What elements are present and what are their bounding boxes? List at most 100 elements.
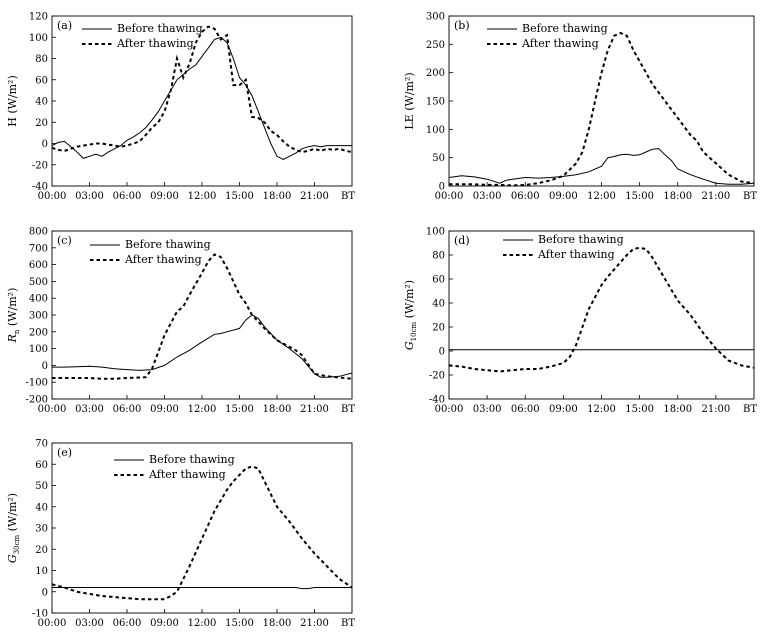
y-tick-label: 40: [432, 299, 445, 310]
chart-panel-5: -10 0 10 20 30 40 50 60 70 00:00 03:00 06:00 09:00 12…: [6, 439, 355, 630]
x-tick-label: 09:00: [150, 404, 179, 415]
y-tick-label: 0: [439, 347, 445, 358]
y-tick-label: -40: [429, 395, 445, 406]
x-tick-label: 21:00: [300, 618, 329, 629]
panel-label: (b): [454, 19, 470, 32]
x-tick-label: 09:00: [150, 618, 179, 629]
x-tick-label: 03:00: [75, 404, 104, 415]
y-tick-label: 800: [29, 227, 48, 238]
legend-label: After thawing: [148, 468, 226, 481]
x-tick-label: 12:00: [587, 404, 616, 415]
x-tick-label: 09:00: [549, 404, 578, 415]
x-tick-label: 21:00: [701, 404, 730, 415]
series-line-after-thawing: [52, 253, 353, 380]
y-tick-label: 0: [42, 361, 48, 372]
legend-label: Before thawing: [538, 233, 624, 246]
y-tick-label: 0: [42, 587, 48, 598]
series-line-before-thawing: [52, 587, 352, 590]
y-tick-label: -40: [32, 182, 48, 193]
chart-panel-4: -40 -20 0 20 40 60 80 100 00:00 03:00 06:00 09:00 12…: [403, 227, 757, 416]
y-tick-label: 10: [35, 566, 48, 577]
panel-label: (d): [454, 234, 470, 247]
series-line-after-thawing: [51, 25, 353, 154]
panel-label: (a): [57, 19, 72, 32]
y-tick-label: 100: [426, 227, 445, 238]
legend-label: After thawing: [116, 37, 194, 50]
panel-label: (e): [57, 446, 72, 459]
y-tick-label: 20: [35, 545, 48, 556]
x-unit-label: BT: [743, 404, 757, 415]
y-tick-label: 250: [426, 40, 445, 51]
x-tick-label: 21:00: [300, 191, 329, 202]
legend-label: After thawing: [521, 37, 599, 50]
x-tick-label: 18:00: [663, 191, 692, 202]
y-tick-label: -20: [429, 371, 445, 382]
legend-label: After thawing: [124, 253, 202, 266]
y-tick-label: -100: [26, 378, 48, 389]
x-tick-label: 15:00: [625, 191, 654, 202]
x-tick-label: 18:00: [263, 404, 292, 415]
y-tick-label: 20: [35, 118, 48, 129]
x-tick-label: 18:00: [663, 404, 692, 415]
x-tick-label: 21:00: [300, 404, 329, 415]
y-axis-label: LE (W/m²): [403, 72, 416, 129]
x-tick-label: 03:00: [75, 618, 104, 629]
y-tick-label: -200: [26, 395, 48, 406]
y-tick-label: 300: [29, 311, 48, 322]
y-tick-label: 50: [35, 481, 48, 492]
x-tick-label: 12:00: [587, 191, 616, 202]
legend-label: Before thawing: [117, 22, 203, 35]
y-tick-label: 300: [426, 12, 445, 23]
legend-label: Before thawing: [522, 22, 608, 35]
x-tick-label: 00:00: [38, 618, 67, 629]
y-tick-label: 700: [29, 243, 48, 254]
plot-frame: [51, 230, 353, 400]
series-line-after-thawing: [51, 465, 353, 601]
series-line-before-thawing: [448, 148, 755, 185]
series-line-before-thawing: [51, 36, 352, 160]
y-tick-label: 30: [35, 524, 48, 535]
x-tick-label: 09:00: [549, 191, 578, 202]
y-tick-label: -10: [32, 609, 48, 620]
series-line-after-thawing: [449, 31, 755, 187]
x-unit-label: BT: [341, 404, 355, 415]
x-tick-label: 00:00: [435, 191, 464, 202]
y-tick-label: 20: [432, 323, 445, 334]
y-axis-label: G10cm (W/m²): [403, 280, 418, 350]
x-tick-label: 15:00: [225, 404, 254, 415]
chart-panel-1: -40 -20 0 20 40 60 80 100 120 00:00 03:00 06:00 09:0…: [6, 12, 355, 203]
x-tick-label: 15:00: [625, 404, 654, 415]
plot-frame: [448, 15, 755, 187]
y-tick-label: 60: [432, 275, 445, 286]
y-tick-label: 200: [426, 68, 445, 79]
x-unit-label: BT: [341, 191, 355, 202]
y-tick-label: 100: [29, 33, 48, 44]
chart-panel-2: 0 50 100 150 200 250 300 00:00 03:00 06:00 09:00 12…: [403, 12, 757, 203]
y-tick-label: 100: [29, 344, 48, 355]
x-tick-label: 21:00: [701, 191, 730, 202]
y-tick-label: 400: [29, 294, 48, 305]
y-tick-label: 80: [432, 251, 445, 262]
panel-label: (c): [57, 234, 72, 247]
y-axis-label: G30cm (W/m²): [6, 493, 21, 563]
y-tick-label: 60: [35, 75, 48, 86]
x-tick-label: 00:00: [38, 404, 67, 415]
y-tick-label: 50: [432, 153, 445, 164]
y-tick-label: 120: [29, 12, 48, 23]
x-unit-label: BT: [743, 191, 757, 202]
y-tick-label: 60: [35, 460, 48, 471]
y-tick-label: 0: [439, 182, 445, 193]
plot-frame: [51, 15, 353, 187]
legend-label: Before thawing: [149, 453, 235, 466]
x-tick-label: 06:00: [113, 191, 142, 202]
x-tick-label: 18:00: [263, 618, 292, 629]
y-tick-label: 150: [426, 97, 445, 108]
y-tick-label: -20: [32, 160, 48, 171]
y-tick-label: 40: [35, 97, 48, 108]
y-tick-label: 100: [426, 125, 445, 136]
x-tick-label: 06:00: [511, 404, 540, 415]
y-axis-label: H (W/m²): [6, 75, 19, 127]
y-tick-label: 80: [35, 54, 48, 65]
x-tick-label: 09:00: [150, 191, 179, 202]
